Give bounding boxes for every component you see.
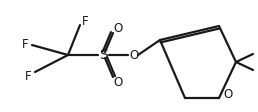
Text: O: O [113, 75, 123, 88]
Text: S: S [99, 48, 107, 62]
Text: F: F [82, 14, 88, 28]
Text: O: O [113, 22, 123, 34]
Text: F: F [22, 38, 28, 51]
Text: O: O [223, 87, 233, 100]
Text: F: F [25, 70, 31, 83]
Text: O: O [129, 48, 139, 61]
